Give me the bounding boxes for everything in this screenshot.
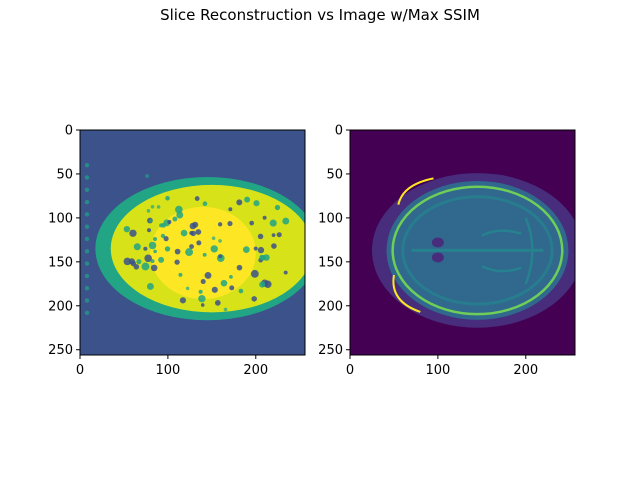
y-tick-label: 150 bbox=[48, 255, 73, 270]
x-tick-label: 0 bbox=[76, 363, 84, 378]
heatmap-image bbox=[350, 130, 575, 355]
y-tick-label: 150 bbox=[318, 255, 343, 270]
y-tick-label: 250 bbox=[48, 343, 73, 358]
panel-image-max-ssim: 0 100 200 0 50 100 150 200 250 bbox=[318, 124, 576, 378]
axes-frame bbox=[349, 129, 576, 356]
y-tick-label: 50 bbox=[326, 167, 343, 182]
y-tick-label: 200 bbox=[48, 299, 73, 314]
x-tick-label: 200 bbox=[513, 363, 538, 378]
x-tick-label: 100 bbox=[155, 363, 180, 378]
x-tick-label: 100 bbox=[425, 363, 450, 378]
y-tick-label: 100 bbox=[318, 211, 343, 226]
axes-frame bbox=[79, 129, 306, 356]
heatmap-image bbox=[80, 130, 305, 355]
y-tick-label: 0 bbox=[65, 124, 73, 139]
x-tick-label: 0 bbox=[346, 363, 354, 378]
panel-reconstruction: 0 100 200 0 50 100 150 200 250 bbox=[48, 124, 306, 378]
y-tick-label: 200 bbox=[318, 299, 343, 314]
y-tick-label: 100 bbox=[48, 211, 73, 226]
y-tick-label: 0 bbox=[335, 124, 343, 139]
y-tick-label: 250 bbox=[318, 343, 343, 358]
y-tick-label: 50 bbox=[56, 167, 73, 182]
x-tick-label: 200 bbox=[243, 363, 268, 378]
figure-title: Slice Reconstruction vs Image w/Max SSIM bbox=[160, 6, 480, 24]
